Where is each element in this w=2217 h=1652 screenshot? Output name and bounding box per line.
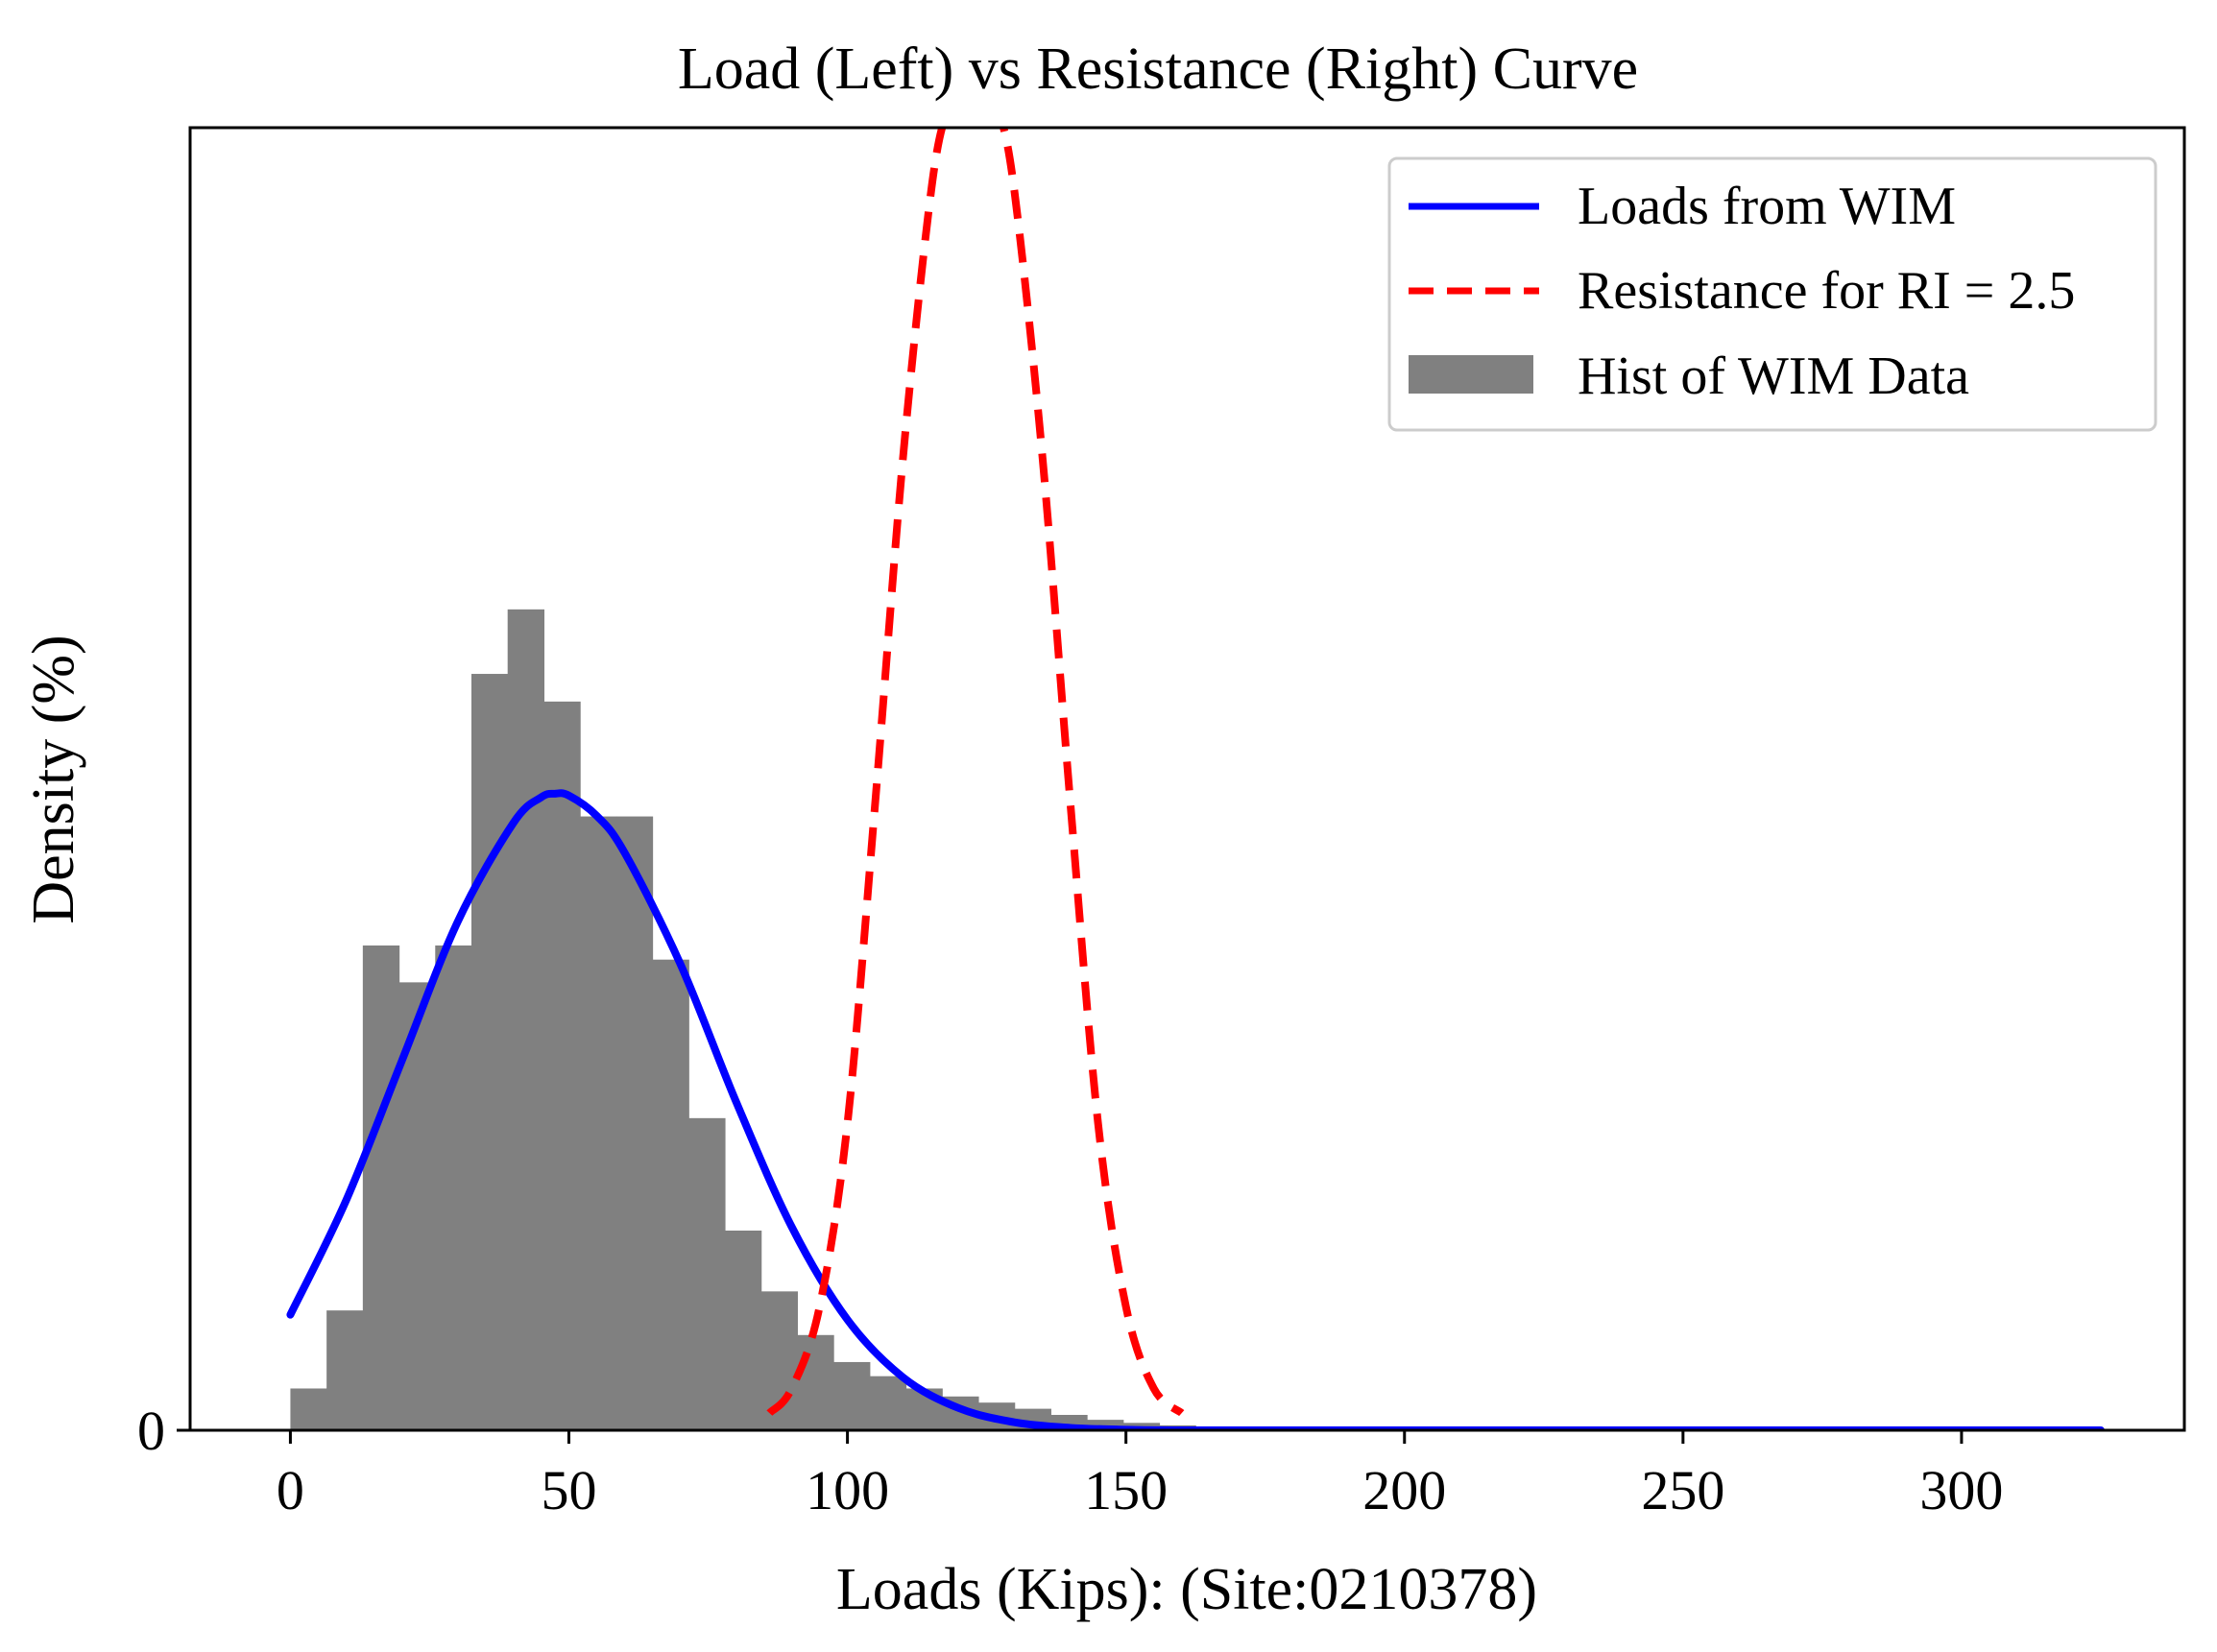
- histogram-bar-16: [869, 1376, 907, 1430]
- x-tick-label-0: 0: [277, 1459, 304, 1521]
- x-tick-label-300: 300: [1919, 1459, 2003, 1521]
- histogram-bar-9: [615, 816, 654, 1430]
- histogram-bars: [290, 609, 1269, 1430]
- x-tick-label-250: 250: [1641, 1459, 1724, 1521]
- legend-swatch-histogram-patch: [1409, 355, 1533, 394]
- histogram-bar-8: [580, 816, 617, 1430]
- histogram-bar-12: [724, 1230, 762, 1430]
- histogram-bar-6: [507, 609, 545, 1430]
- legend-label-resistance: Resistance for RI = 2.5: [1578, 261, 2075, 321]
- x-tick-label-50: 50: [542, 1459, 597, 1521]
- x-tick-label-100: 100: [806, 1459, 889, 1521]
- y-axis-ticks: 0: [137, 1400, 190, 1462]
- x-tick-label-150: 150: [1084, 1459, 1168, 1521]
- histogram-bar-5: [470, 674, 509, 1430]
- y-tick-label-0: 0: [137, 1400, 165, 1462]
- legend-frame: [1387, 156, 2157, 432]
- y-axis-label: Density (%): [21, 634, 86, 923]
- histogram-bar-10: [652, 959, 689, 1430]
- plot-frame: [188, 126, 2186, 1432]
- x-axis-ticks: 0 50 100 150 200 250 300: [277, 1430, 2003, 1521]
- legend: Loads from WIM Resistance for RI = 2.5 H…: [1387, 156, 2157, 432]
- histogram-bar-15: [833, 1361, 871, 1430]
- histogram-bar-4: [435, 945, 472, 1430]
- histogram-bar-7: [543, 701, 581, 1430]
- resistance-curve: [766, 128, 1185, 1417]
- loads-curve: [286, 789, 2105, 1430]
- chart-title: Load (Left) vs Resistance (Right) Curve: [678, 36, 1638, 102]
- histogram-bar-2: [362, 945, 400, 1430]
- series-lines: [286, 128, 2105, 1430]
- histogram-bar-1: [326, 1310, 364, 1430]
- histogram-bar-0: [290, 1388, 327, 1430]
- histogram-bar-14: [797, 1334, 834, 1430]
- x-tick-label-200: 200: [1362, 1459, 1446, 1521]
- legend-label-loads: Loads from WIM: [1578, 177, 1956, 236]
- x-axis-label: Loads (Kips): (Site:0210378): [836, 1557, 1537, 1622]
- histogram-bar-11: [688, 1117, 726, 1430]
- legend-label-histogram: Hist of WIM Data: [1578, 347, 1969, 406]
- histogram-bar-22: [1087, 1420, 1124, 1430]
